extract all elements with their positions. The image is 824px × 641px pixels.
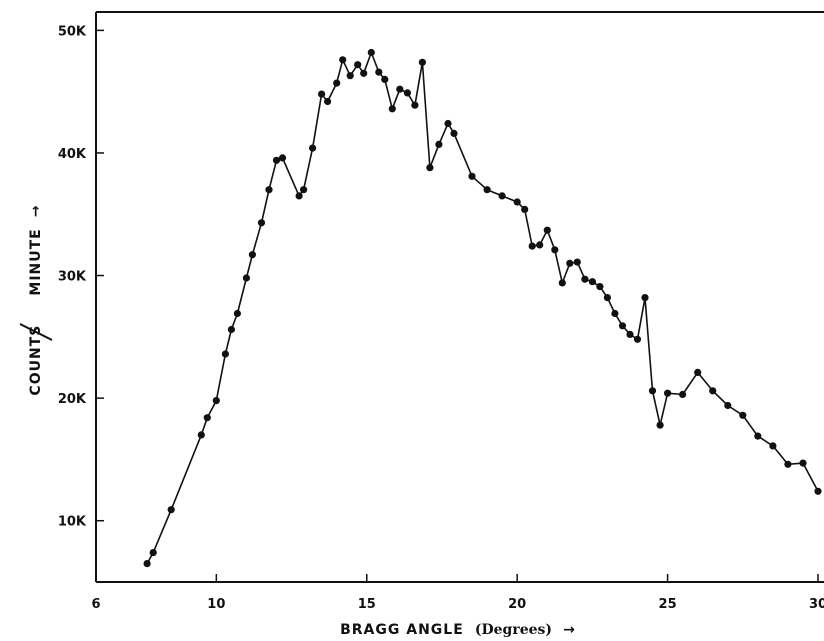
data-point [324, 97, 332, 106]
data-point [769, 442, 777, 450]
data-point [498, 192, 506, 200]
data-point [418, 58, 426, 66]
data-point [265, 186, 273, 194]
x-tick-label: 10 [207, 597, 225, 612]
data-point [257, 219, 266, 227]
data-point [551, 246, 559, 254]
data-point [346, 72, 354, 80]
series-layer [143, 48, 822, 568]
data-point [339, 56, 347, 64]
data-point [784, 460, 792, 468]
data-point [426, 164, 434, 172]
data-point [694, 368, 702, 376]
x-axis-arrow: → [563, 622, 576, 638]
data-point [318, 90, 326, 98]
x-axis-title-main: BRAGG ANGLE [340, 622, 464, 638]
data-point [633, 335, 642, 343]
data-point [227, 325, 235, 334]
data-point [626, 330, 634, 338]
data-point [641, 294, 649, 302]
data-point [724, 401, 732, 410]
data-point [588, 278, 597, 286]
data-point [248, 251, 256, 259]
data-point [333, 79, 341, 87]
y-axis-title-left: COUNTS [28, 325, 44, 396]
y-tick-label: 30K [58, 270, 87, 285]
x-tick-label: 25 [659, 597, 677, 612]
data-point [388, 105, 396, 113]
y-axis-arrow: → [28, 204, 44, 217]
data-point [435, 140, 443, 148]
data-point [375, 68, 383, 76]
data-point [221, 350, 229, 358]
y-axis-title: COUNTS MINUTE → [19, 204, 53, 396]
data-point [212, 397, 220, 405]
data-point [309, 144, 317, 152]
data-point [679, 390, 687, 399]
data-point [648, 387, 657, 395]
svg-text:COUNTS MINUTE →: COUNTS MINUTE → [25, 204, 44, 395]
data-point [558, 279, 566, 287]
data-point [233, 309, 241, 318]
data-point [295, 192, 303, 200]
data-point [536, 241, 544, 249]
data-point [167, 506, 175, 514]
data-point [573, 258, 581, 266]
data-point [581, 275, 589, 283]
data-point [709, 387, 717, 395]
data-point [799, 459, 807, 467]
data-point [450, 129, 458, 137]
data-point [396, 85, 404, 93]
data-point [513, 198, 521, 206]
y-axis-title-right: MINUTE [28, 228, 44, 295]
data-point [739, 411, 747, 419]
data-point [300, 186, 308, 194]
data-point [143, 560, 151, 568]
data-point [566, 259, 574, 267]
data-point [149, 549, 157, 557]
data-point [197, 431, 205, 439]
data-point [611, 309, 619, 318]
series-line [146, 51, 819, 564]
data-point [360, 69, 368, 77]
y-tick-label: 50K [58, 24, 87, 39]
x-tick-label: 15 [358, 597, 376, 612]
axes [95, 11, 824, 583]
x-tick-label: 20 [508, 597, 526, 612]
data-point [656, 421, 664, 429]
y-tick-label: 40K [58, 147, 87, 162]
data-point [367, 48, 375, 57]
x-tick-label: 30 [809, 597, 824, 612]
y-tick-label: 20K [58, 392, 87, 407]
y-axis-title-slash [19, 323, 53, 341]
data-point [381, 75, 389, 83]
x-tick-label: 6 [91, 597, 100, 612]
data-point [618, 322, 627, 330]
x-axis-title: BRAGG ANGLE (Degrees) → [340, 619, 576, 638]
data-point [596, 283, 604, 291]
data-point [411, 101, 419, 109]
data-point [242, 274, 250, 282]
data-point [543, 226, 551, 234]
data-point [272, 156, 281, 164]
data-point [403, 89, 411, 97]
data-point [444, 119, 452, 128]
data-point [754, 432, 762, 440]
x-ticks: 6 10 15 20 25 30 [91, 574, 824, 612]
data-point [814, 487, 822, 495]
data-point [203, 414, 211, 422]
data-point [483, 186, 491, 194]
data-point [664, 389, 672, 397]
y-ticks: 10K 20K 30K 40K 50K [58, 24, 104, 530]
data-point [521, 205, 529, 213]
data-point [528, 242, 536, 250]
data-point [603, 294, 612, 302]
data-point [278, 154, 287, 162]
data-point [354, 61, 362, 69]
y-tick-label: 10K [58, 515, 87, 530]
x-axis-title-unit: (Degrees) [475, 622, 552, 638]
data-point [468, 172, 476, 180]
